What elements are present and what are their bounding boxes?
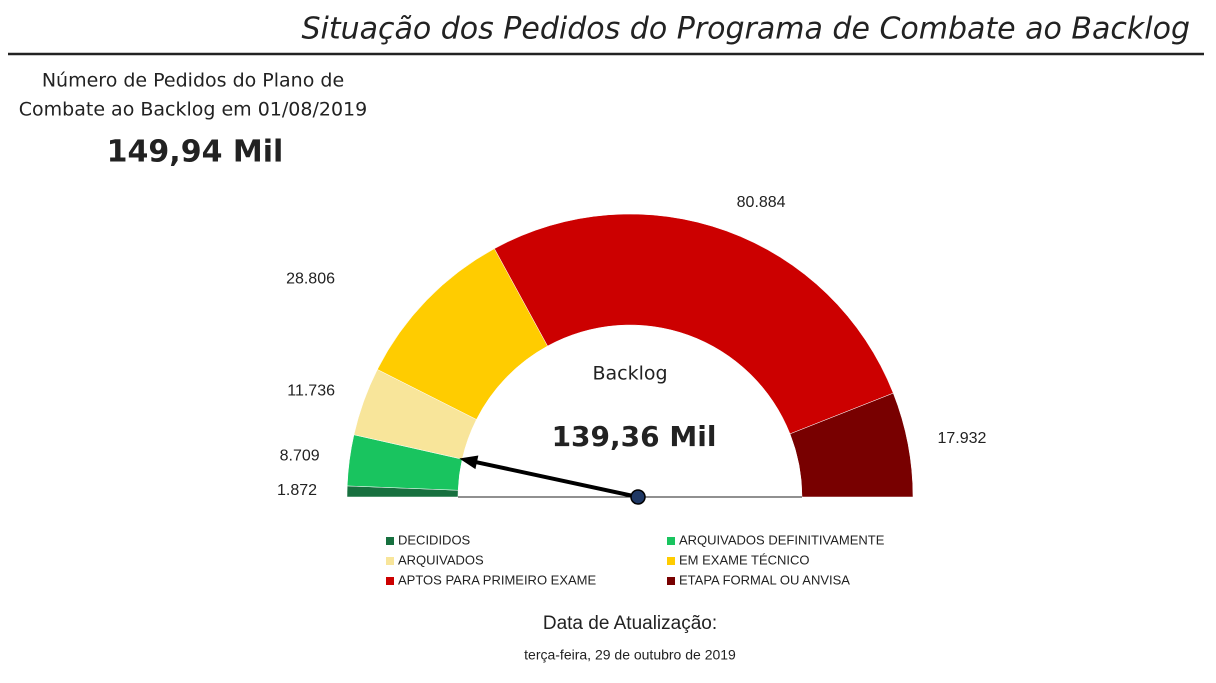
- footer-label: Data de Atualização:: [543, 613, 717, 634]
- needle: [473, 462, 638, 497]
- center-label: Backlog: [592, 363, 667, 385]
- legend-label: DECIDIDOS: [398, 532, 471, 547]
- legend-swatch: [386, 537, 394, 545]
- legend-label: ARQUIVADOS DEFINITIVAMENTE: [679, 532, 885, 547]
- legend-label: APTOS PARA PRIMEIRO EXAME: [398, 572, 597, 587]
- kpi-label: Combate ao Backlog em 01/08/2019: [19, 99, 367, 121]
- value-label: 11.736: [287, 382, 335, 399]
- legend-swatch: [386, 577, 394, 585]
- value-label: 28.806: [286, 270, 335, 287]
- legend-swatch: [667, 537, 675, 545]
- legend-swatch: [386, 557, 394, 565]
- value-label: 8.709: [280, 448, 320, 465]
- legend-swatch: [667, 577, 675, 585]
- legend-label: ARQUIVADOS: [398, 552, 484, 567]
- value-label: 1.872: [277, 482, 317, 499]
- legend-swatch: [667, 557, 675, 565]
- page-title: Situação dos Pedidos do Programa de Comb…: [301, 12, 1190, 47]
- needle-pivot: [631, 490, 645, 504]
- legend-label: ETAPA FORMAL OU ANVISA: [679, 572, 850, 587]
- footer-date: terça-feira, 29 de outubro de 2019: [524, 647, 736, 663]
- gauge-segment: [494, 214, 893, 434]
- value-label: 80.884: [737, 194, 786, 211]
- legend-label: EM EXAME TÉCNICO: [679, 552, 810, 567]
- kpi-value: 149,94 Mil: [107, 135, 284, 170]
- kpi-label: Número de Pedidos do Plano de: [42, 70, 344, 92]
- value-label: 17.932: [937, 430, 986, 447]
- center-value: 139,36 Mil: [552, 420, 717, 453]
